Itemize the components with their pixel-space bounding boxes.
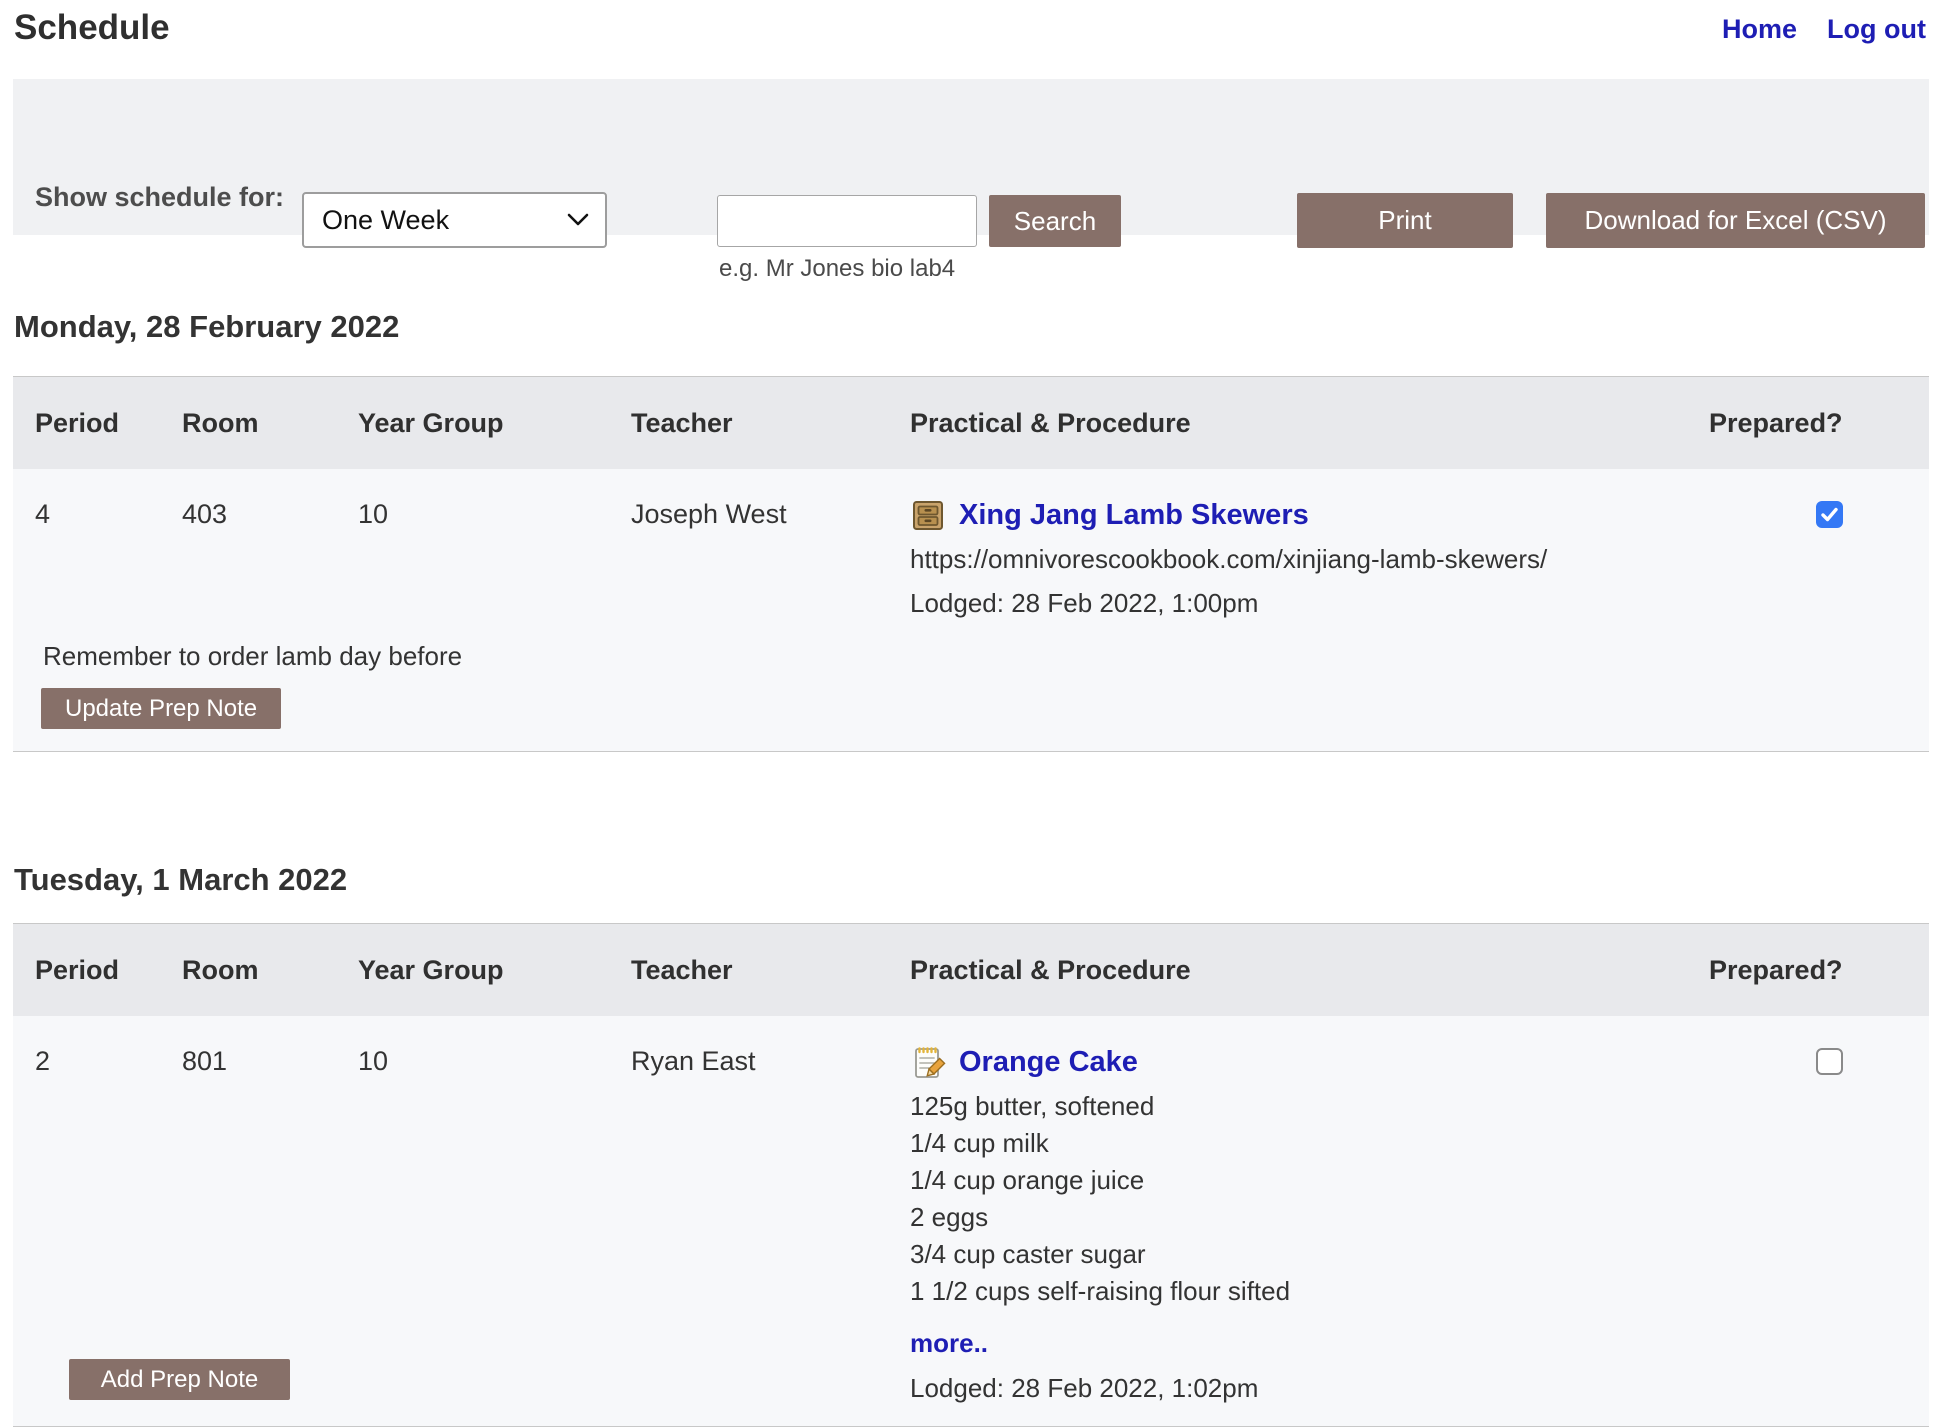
home-link[interactable]: Home (1722, 14, 1798, 44)
search-input[interactable] (717, 195, 977, 247)
header-practical: Practical & Procedure (910, 954, 1191, 985)
practical-url: https://omnivorescookbook.com/xinjiang-l… (910, 544, 1548, 574)
more-link[interactable]: more.. (910, 1328, 989, 1358)
header-year-group: Year Group (358, 407, 504, 438)
range-select[interactable]: One Week (302, 192, 607, 248)
table-header-row: Period Room Year Group Teacher Practical… (13, 377, 1929, 469)
nav-links: Home Log out (1722, 14, 1926, 45)
download-csv-button[interactable]: Download for Excel (CSV) (1546, 193, 1925, 248)
table-row: 2 801 10 Ryan East (13, 1016, 1929, 1426)
cell-year-group: 10 (358, 499, 389, 529)
header-prepared: Prepared? (1709, 954, 1843, 985)
cell-room: 403 (182, 499, 228, 529)
cell-teacher: Ryan East (631, 1046, 756, 1076)
prepared-checkbox[interactable] (1816, 501, 1843, 528)
cell-practical: Xing Jang Lamb Skewers https://omnivores… (910, 497, 1709, 619)
table-row: 4 403 10 Joseph West Xing Jang Lamb Skew… (13, 469, 1929, 751)
cell-year-group: 10 (358, 1046, 389, 1076)
header-year-group: Year Group (358, 954, 504, 985)
lodged-timestamp: Lodged: 28 Feb 2022, 1:00pm (910, 588, 1259, 618)
header-room: Room (182, 954, 259, 985)
ingredient-line: 3/4 cup caster sugar (910, 1239, 1146, 1269)
day-heading-tuesday: Tuesday, 1 March 2022 (14, 862, 348, 897)
cell-practical: Orange Cake 125g butter, softened 1/4 cu… (910, 1044, 1709, 1404)
cell-period: 4 (35, 499, 51, 529)
lodged-timestamp: Lodged: 28 Feb 2022, 1:02pm (910, 1373, 1259, 1403)
practical-link[interactable]: Xing Jang Lamb Skewers (959, 499, 1309, 531)
add-prep-note-button[interactable]: Add Prep Note (69, 1359, 290, 1400)
cell-room: 801 (182, 1046, 228, 1076)
day-heading-monday: Monday, 28 February 2022 (14, 309, 400, 344)
header-period: Period (35, 407, 120, 438)
search-button[interactable]: Search (989, 195, 1121, 247)
table-header-row: Period Room Year Group Teacher Practical… (13, 924, 1929, 1016)
ingredient-line: 1/4 cup milk (910, 1128, 1049, 1158)
check-icon (1821, 507, 1838, 522)
logout-link[interactable]: Log out (1827, 14, 1926, 44)
header-teacher: Teacher (631, 954, 733, 985)
header-practical: Practical & Procedure (910, 407, 1191, 438)
ingredients-list: 125g butter, softened 1/4 cup milk 1/4 c… (910, 1088, 1709, 1310)
memo-icon (915, 1047, 946, 1078)
header-room: Room (182, 407, 259, 438)
header-prepared: Prepared? (1709, 407, 1843, 438)
chevron-down-icon (567, 213, 589, 226)
practical-link[interactable]: Orange Cake (959, 1046, 1138, 1078)
header-teacher: Teacher (631, 407, 733, 438)
ingredient-line: 125g butter, softened (910, 1091, 1155, 1121)
top-bar: Schedule Home Log out (0, 0, 1942, 48)
page-title: Schedule (14, 8, 170, 47)
cell-teacher: Joseph West (631, 499, 787, 529)
ingredient-line: 2 eggs (910, 1202, 989, 1232)
prep-note-text: Remember to order lamb day before (43, 641, 463, 671)
ingredient-line: 1 1/2 cups self-raising flour sifted (910, 1276, 1291, 1306)
schedule-table-monday: Period Room Year Group Teacher Practical… (13, 376, 1929, 752)
schedule-table-tuesday: Period Room Year Group Teacher Practical… (13, 923, 1929, 1427)
prepared-checkbox[interactable] (1816, 1048, 1843, 1075)
schedule-toolbar: Show schedule for: One Week Search e.g. … (13, 79, 1929, 282)
cell-period: 2 (35, 1046, 51, 1076)
card-file-box-icon (913, 501, 943, 530)
search-hint: e.g. Mr Jones bio lab4 (719, 255, 956, 282)
update-prep-note-button[interactable]: Update Prep Note (41, 688, 282, 729)
header-period: Period (35, 954, 120, 985)
print-button[interactable]: Print (1297, 193, 1513, 248)
show-schedule-label: Show schedule for: (35, 182, 285, 212)
range-select-value: One Week (322, 204, 450, 235)
ingredient-line: 1/4 cup orange juice (910, 1165, 1145, 1195)
